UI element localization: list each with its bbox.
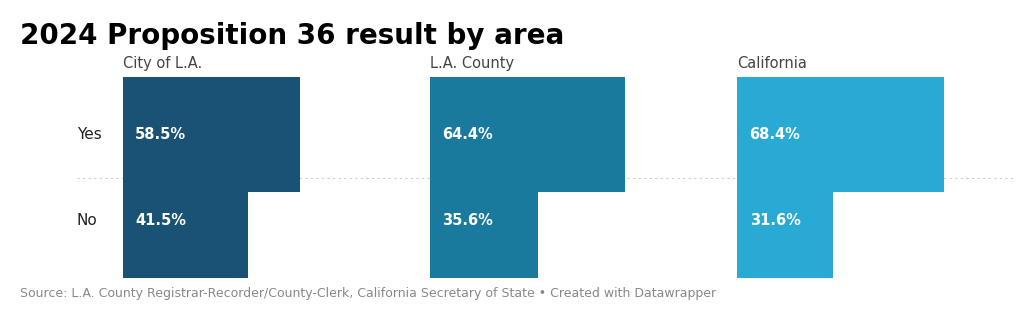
Text: L.A. County: L.A. County	[430, 56, 514, 71]
Bar	[123, 77, 300, 192]
Text: California: California	[737, 56, 807, 71]
Bar	[430, 77, 625, 192]
Text: 2024 Proposition 36 result by area: 2024 Proposition 36 result by area	[20, 22, 564, 50]
Text: 31.6%: 31.6%	[750, 214, 801, 228]
Text: 64.4%: 64.4%	[442, 127, 494, 142]
Text: 58.5%: 58.5%	[135, 127, 186, 142]
Bar	[737, 77, 944, 192]
Bar	[430, 164, 538, 278]
Text: No: No	[77, 214, 97, 228]
Text: 41.5%: 41.5%	[135, 214, 186, 228]
Bar	[123, 164, 248, 278]
Text: Yes: Yes	[77, 127, 101, 142]
Text: Source: L.A. County Registrar-Recorder/County-Clerk, California Secretary of Sta: Source: L.A. County Registrar-Recorder/C…	[20, 287, 717, 300]
Text: City of L.A.: City of L.A.	[123, 56, 202, 71]
Text: 68.4%: 68.4%	[750, 127, 801, 142]
Text: 35.6%: 35.6%	[442, 214, 494, 228]
Bar	[737, 164, 833, 278]
